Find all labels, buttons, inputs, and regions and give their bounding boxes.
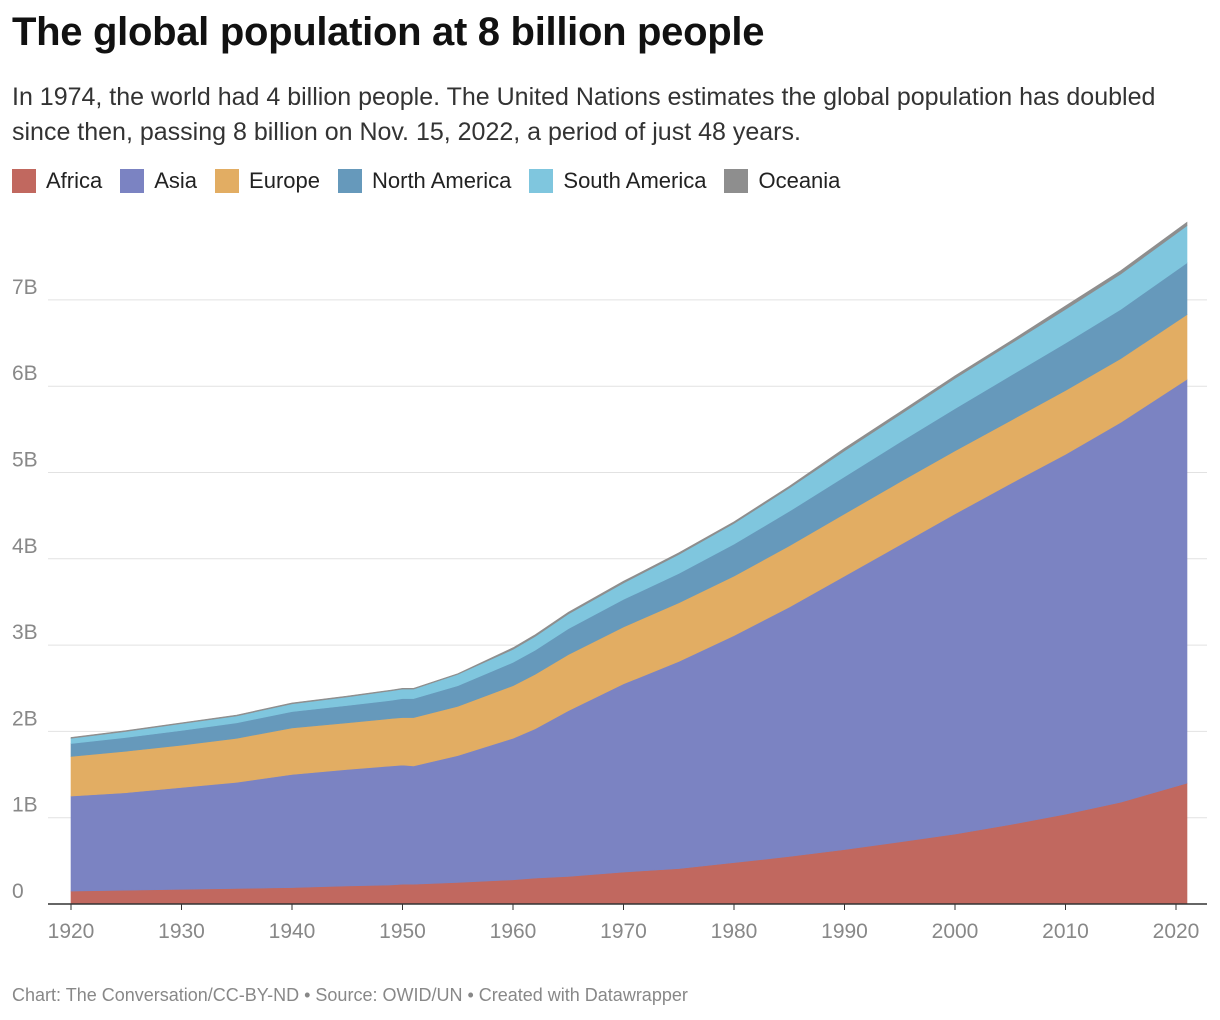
x-tick-label: 1950 [379, 920, 426, 943]
y-tick-label: 1B [12, 794, 38, 817]
x-tick-label: 1920 [48, 920, 95, 943]
area-oceania [70, 221, 1188, 739]
legend-label: Africa [46, 168, 103, 193]
legend-item-europe: Europe [215, 168, 320, 194]
y-tick-label: 0 [12, 880, 24, 903]
y-tick-label: 7B [12, 276, 38, 299]
legend-label: Asia [154, 168, 198, 193]
legend-label: North America [372, 168, 512, 193]
stacked-area-chart: 0 1B 2B 3B 4B 5B 6B 7B 1920 1930 1940 1950 1960 1970 1… [12, 221, 1207, 943]
legend-swatch [120, 169, 145, 193]
x-tick-label: 1960 [490, 920, 537, 943]
legend-label: South America [563, 168, 707, 193]
y-tick-label: 4B [12, 535, 38, 558]
legend-item-north-america: North America [338, 168, 511, 194]
x-tick-label: 1990 [821, 920, 868, 943]
y-tick-label: 6B [12, 362, 38, 385]
x-tick-label: 1940 [269, 920, 316, 943]
legend-item-oceania: Oceania [724, 168, 840, 194]
chart-footer: Chart: The Conversation/CC-BY-ND • Sourc… [12, 985, 688, 1005]
legend-swatch [724, 169, 749, 193]
x-tick-label: 1980 [711, 920, 758, 943]
legend: Africa Asia Europe North America South Ameri… [12, 168, 858, 194]
legend-swatch [215, 169, 240, 193]
y-tick-label: 2B [12, 707, 38, 730]
x-tick-label: 2010 [1042, 920, 1089, 943]
legend-item-south-america: South America [529, 168, 706, 194]
x-tick-label: 2020 [1153, 920, 1200, 943]
y-tick-label: 3B [12, 621, 38, 644]
x-tick-label: 1970 [600, 920, 647, 943]
legend-label: Oceania [758, 168, 841, 193]
legend-item-asia: Asia [120, 168, 197, 194]
legend-swatch [529, 169, 554, 193]
legend-item-africa: Africa [12, 168, 102, 194]
chart-title: The global population at 8 billion peopl… [12, 10, 765, 54]
legend-label: Europe [249, 168, 320, 193]
chart-subtitle: In 1974, the world had 4 billion people.… [12, 83, 1156, 146]
legend-swatch [338, 169, 362, 193]
legend-swatch [12, 169, 36, 193]
x-tick-label: 1930 [158, 920, 205, 943]
x-tick-label: 2000 [932, 920, 979, 943]
y-tick-label: 5B [12, 449, 38, 472]
